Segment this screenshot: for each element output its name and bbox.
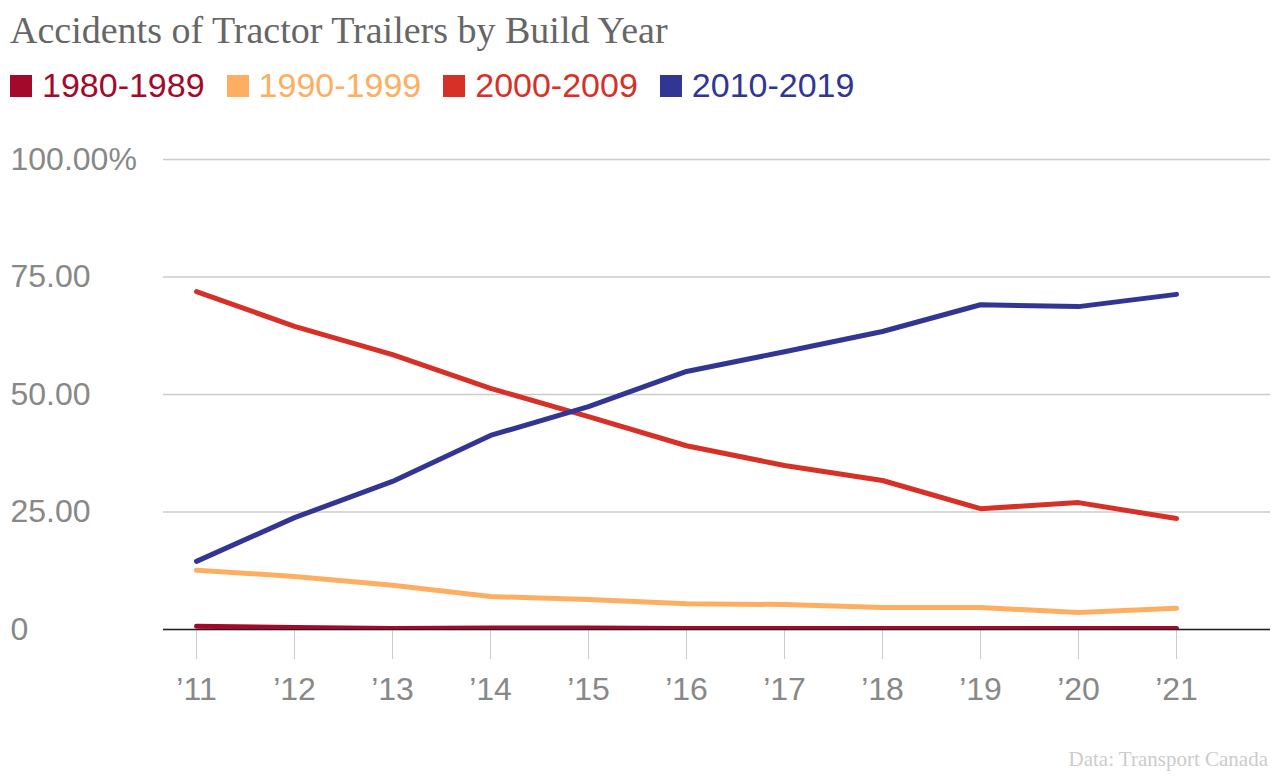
html-text:1990-1999: 1990-1999 bbox=[258, 66, 422, 104]
svg-text:’15: ’15 bbox=[567, 671, 610, 707]
html-text:2000-2009: 2000-2009 bbox=[475, 66, 638, 104]
html-text:Accidents of Tractor Trailers: Accidents of Tractor Trailers by Build Y… bbox=[10, 9, 668, 51]
html-text:Data: Transport Canada: Data: Transport Canada bbox=[1068, 747, 1268, 771]
svg-text:’21: ’21 bbox=[1155, 671, 1198, 707]
svg-text:’20: ’20 bbox=[1057, 671, 1100, 707]
svg-text:’11: ’11 bbox=[176, 671, 216, 707]
svg-text:0: 0 bbox=[11, 611, 29, 647]
svg-text:75.00: 75.00 bbox=[11, 258, 91, 294]
svg-text:50.00: 50.00 bbox=[11, 376, 91, 412]
svg-text:’16: ’16 bbox=[665, 671, 708, 707]
html-text:2010-2019: 2010-2019 bbox=[691, 66, 855, 104]
html-text:1980-1989: 1980-1989 bbox=[42, 66, 205, 104]
svg-text:25.00: 25.00 bbox=[11, 493, 91, 529]
svg-text:100.00%: 100.00% bbox=[11, 141, 137, 177]
svg-text:’19: ’19 bbox=[959, 671, 1002, 707]
svg-text:’13: ’13 bbox=[371, 671, 414, 707]
svg-text:’18: ’18 bbox=[861, 671, 904, 707]
svg-text:’14: ’14 bbox=[469, 671, 512, 707]
svg-text:’17: ’17 bbox=[763, 671, 806, 707]
svg-text:’12: ’12 bbox=[273, 671, 316, 707]
